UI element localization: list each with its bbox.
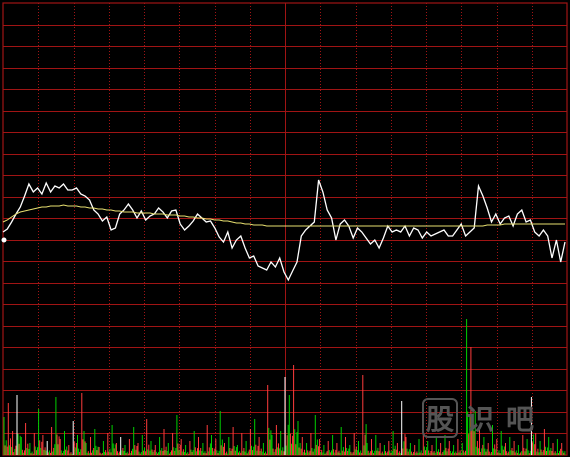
volume-bars [3,319,566,455]
start-dot [1,237,7,243]
price-line [2,179,566,282]
price-lines [1,179,566,282]
average-line [2,204,565,227]
